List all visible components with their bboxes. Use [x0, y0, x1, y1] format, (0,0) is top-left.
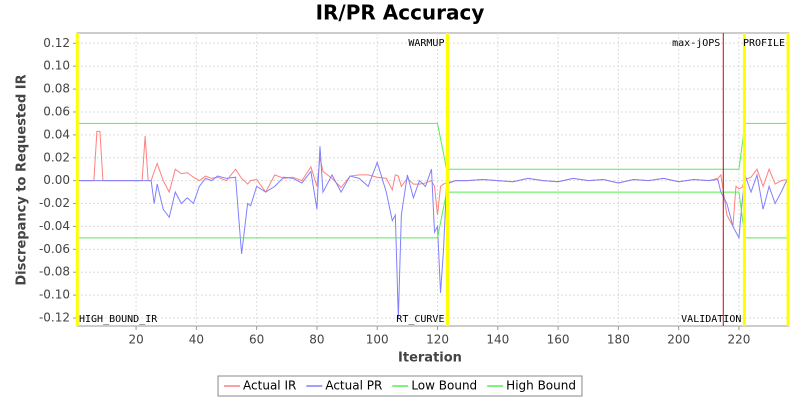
marker-label: VALIDATION	[681, 314, 741, 325]
y-tick-label: -0.04	[39, 219, 70, 233]
plot-area	[76, 32, 790, 327]
y-tick-label: 0.06	[43, 104, 70, 118]
series-line	[78, 146, 788, 319]
x-tick-label: 180	[607, 333, 630, 347]
x-tick-label: 120	[426, 333, 449, 347]
x-tick-label: 40	[189, 333, 204, 347]
series-line	[78, 191, 788, 239]
y-tick-label: 0.00	[43, 173, 70, 187]
y-tick-label: -0.10	[39, 288, 70, 302]
chart-title: IR/PR Accuracy	[316, 1, 485, 25]
y-tick-label: -0.12	[39, 310, 70, 324]
y-tick-label: 0.04	[43, 127, 70, 141]
y-axis-label: Discrepancy to Requested IR	[15, 74, 30, 285]
legend: Actual IR Actual PR Low Bound High Bound	[217, 375, 583, 397]
y-tick-label: 0.10	[43, 59, 70, 73]
legend-label: High Bound	[506, 379, 576, 393]
x-tick-label: 100	[366, 333, 389, 347]
marker-label: max-jOPS	[672, 38, 720, 49]
legend-label: Low Bound	[411, 379, 477, 393]
y-tick-label: 0.02	[43, 150, 70, 164]
legend-label: Actual IR	[243, 379, 296, 393]
x-tick-label: 80	[309, 333, 324, 347]
y-tick-label: 0.08	[43, 82, 70, 96]
x-tick-label: 140	[486, 333, 509, 347]
y-tick-label: 0.12	[43, 36, 70, 50]
marker-label: PROFILE	[743, 38, 785, 49]
x-tick-label: 200	[667, 333, 690, 347]
y-tick-label: -0.08	[39, 265, 70, 279]
marker-label: WARMUP	[408, 38, 444, 49]
x-tick-label: 60	[249, 333, 264, 347]
legend-label: Actual PR	[325, 379, 382, 393]
x-tick-label: 220	[728, 333, 751, 347]
y-tick-label: -0.06	[39, 242, 70, 256]
x-tick-label: 160	[547, 333, 570, 347]
series-line	[78, 122, 788, 170]
marker-label: RT_CURVE	[396, 314, 444, 325]
x-tick-label: 20	[128, 333, 143, 347]
marker-label: HIGH_BOUND_IR	[79, 314, 158, 325]
y-tick-label: -0.02	[39, 196, 70, 210]
x-axis-label: Iteration	[398, 351, 462, 366]
